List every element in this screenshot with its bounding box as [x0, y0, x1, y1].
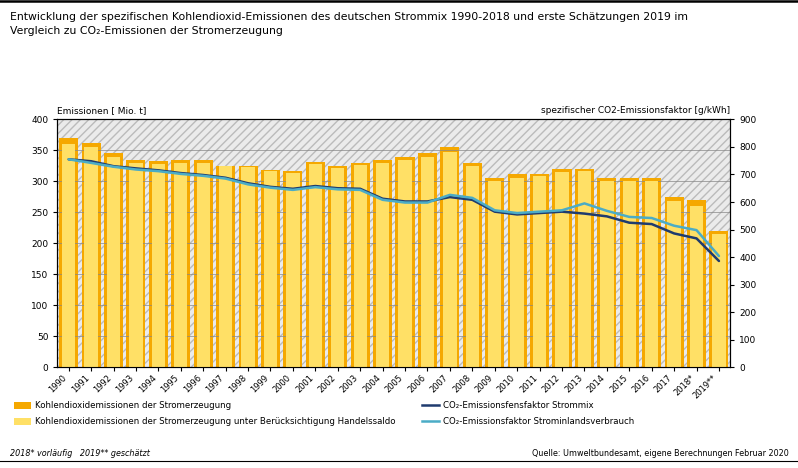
Bar	[575, 169, 594, 367]
Bar	[81, 143, 101, 367]
Bar	[421, 156, 434, 367]
Bar	[713, 234, 725, 367]
Text: Vergleich zu CO₂-Emissionen der Stromerzeugung: Vergleich zu CO₂-Emissionen der Stromerz…	[10, 26, 282, 36]
Bar	[331, 168, 345, 367]
Bar	[530, 174, 549, 367]
Bar	[508, 174, 527, 367]
Bar	[709, 231, 729, 367]
Bar	[552, 169, 571, 367]
Bar	[286, 173, 299, 367]
Bar	[665, 197, 684, 367]
Bar	[354, 165, 367, 367]
Bar	[306, 161, 325, 367]
Bar	[555, 172, 569, 367]
Bar	[126, 160, 145, 367]
Bar	[219, 167, 232, 367]
Bar	[488, 181, 501, 367]
Bar	[578, 171, 591, 367]
Bar	[485, 178, 504, 367]
Bar	[328, 166, 347, 367]
Bar	[196, 163, 210, 367]
Bar	[194, 160, 213, 367]
Bar	[174, 163, 188, 367]
Bar	[261, 170, 280, 367]
Bar	[62, 144, 75, 367]
Bar	[465, 166, 479, 367]
Bar	[107, 156, 120, 367]
Bar	[463, 163, 482, 367]
Bar	[264, 171, 277, 367]
Bar	[149, 161, 168, 367]
Bar	[443, 152, 456, 367]
Bar	[622, 181, 636, 367]
Bar	[104, 154, 123, 367]
Bar	[152, 164, 165, 367]
Bar	[598, 178, 616, 367]
Bar	[645, 181, 658, 367]
Text: 2018* vorläufig   2019** geschätzt: 2018* vorläufig 2019** geschätzt	[10, 449, 149, 458]
Bar	[373, 160, 392, 367]
Bar	[689, 206, 703, 367]
Bar	[398, 160, 412, 367]
Bar	[129, 163, 143, 367]
Bar	[239, 166, 258, 367]
Bar	[440, 147, 460, 367]
Bar	[687, 200, 706, 367]
Bar	[533, 176, 547, 367]
Bar	[376, 163, 389, 367]
Text: Quelle: Umweltbundesamt, eigene Berechnungen Februar 2020: Quelle: Umweltbundesamt, eigene Berechnu…	[531, 449, 788, 458]
Bar	[172, 160, 190, 367]
Bar	[85, 147, 98, 367]
Bar	[396, 156, 414, 367]
Bar	[283, 171, 302, 367]
Bar	[241, 167, 255, 367]
Bar	[59, 138, 78, 367]
Text: spezifischer CO2-Emissionsfaktor [g/kWh]: spezifischer CO2-Emissionsfaktor [g/kWh]	[541, 106, 730, 115]
Bar	[642, 178, 662, 367]
Bar	[667, 201, 681, 367]
Bar	[511, 178, 523, 367]
Bar	[600, 181, 614, 367]
Text: Emissionen [ Mio. t]: Emissionen [ Mio. t]	[57, 106, 147, 115]
Legend: Kohlendioxidemissionen der Stromerzeugung, Kohlendioxidemissionen der Stromerzeu: Kohlendioxidemissionen der Stromerzeugun…	[14, 402, 634, 426]
Text: Entwicklung der spezifischen Kohlendioxid-Emissionen des deutschen Strommix 1990: Entwicklung der spezifischen Kohlendioxi…	[10, 12, 688, 22]
Bar	[418, 154, 437, 367]
Bar	[620, 178, 638, 367]
Bar	[216, 166, 235, 367]
Bar	[350, 163, 369, 367]
Bar	[309, 164, 322, 367]
